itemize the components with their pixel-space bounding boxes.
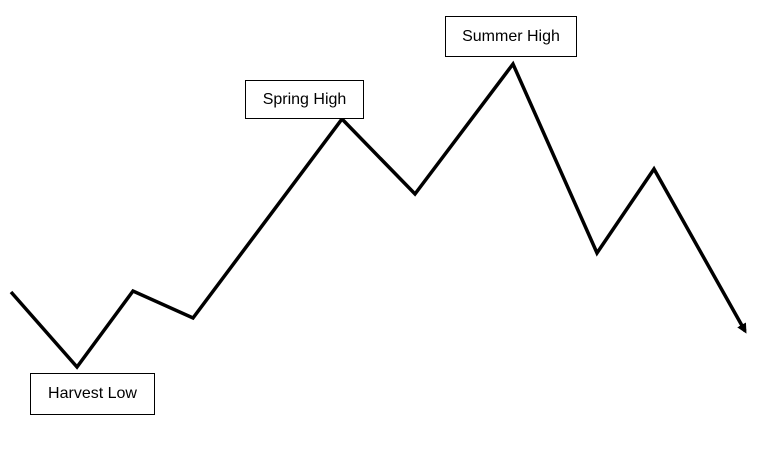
summer-high-text: Summer High — [462, 27, 560, 45]
spring-high-text: Spring High — [262, 90, 347, 108]
price-path-line — [9, 60, 747, 370]
harvest-low-text: Harvest Low — [48, 385, 137, 402]
summer-high-label: Summer High — [445, 16, 577, 57]
spring-high-label: Spring High — [245, 80, 364, 119]
harvest-low-label: Harvest Low — [30, 373, 155, 415]
